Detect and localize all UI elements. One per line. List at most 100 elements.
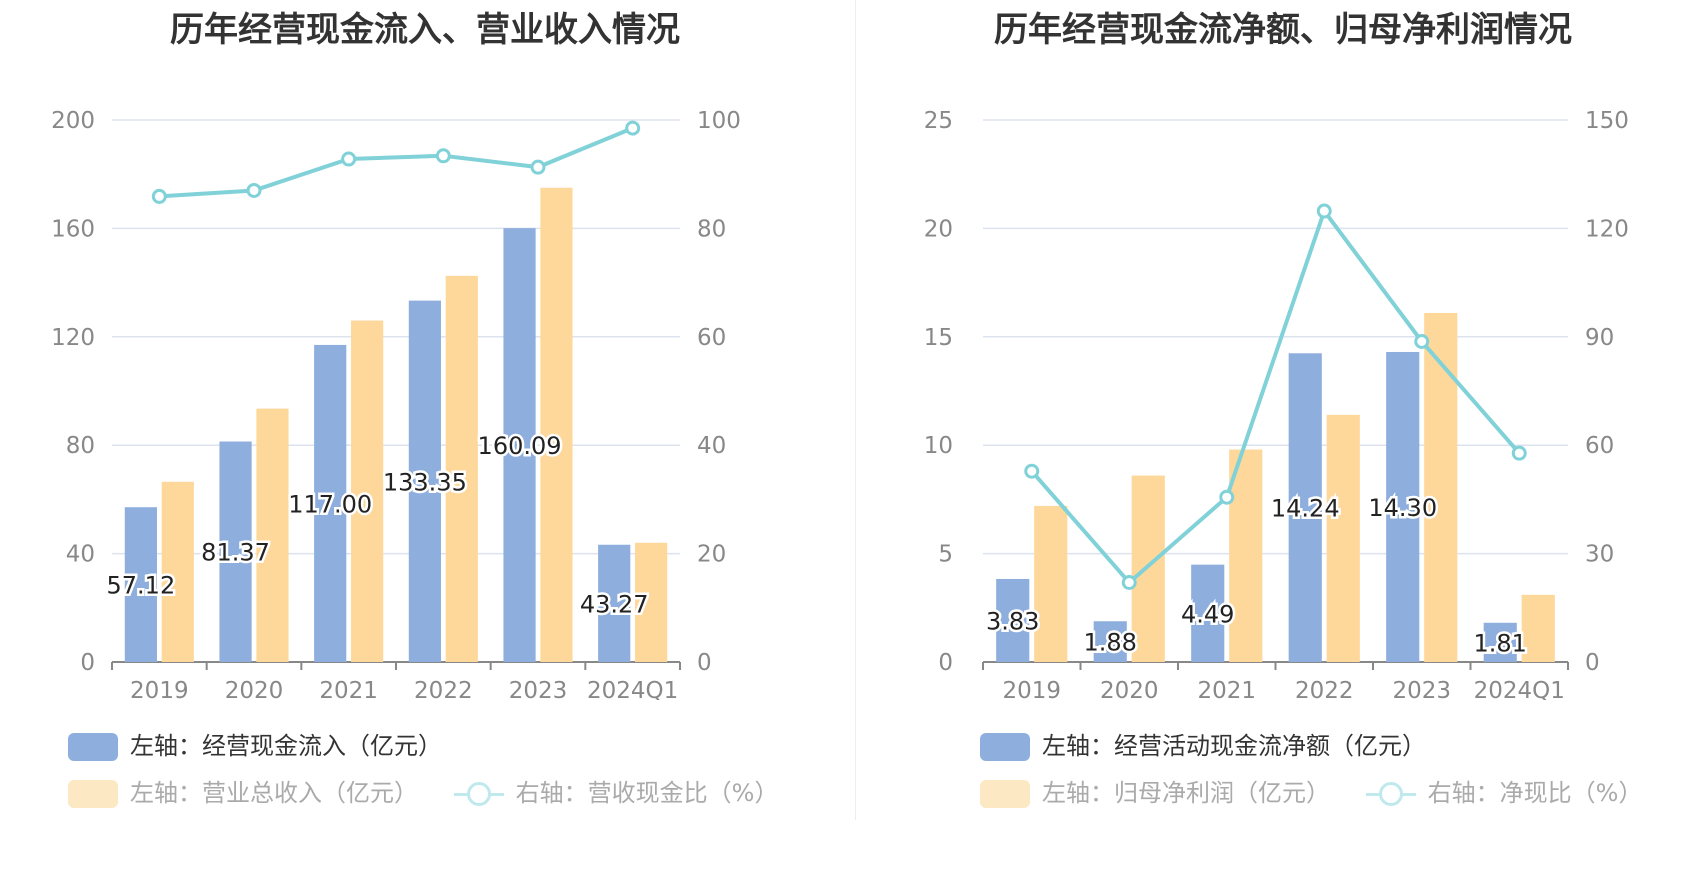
line-point	[151, 188, 167, 204]
left-axis-tick: 20	[924, 216, 953, 242]
data-label: 14.24	[1271, 495, 1340, 523]
legend-swatch-orange	[980, 780, 1030, 808]
line-point	[1414, 333, 1430, 349]
left-axis-tick: 10	[924, 433, 953, 459]
x-axis-tick-label: 2024Q1	[587, 678, 678, 700]
bar-series2	[256, 408, 289, 662]
left-axis-tick: 25	[924, 108, 953, 134]
left-axis-tick: 5	[938, 542, 953, 568]
right-axis-tick: 90	[1585, 325, 1614, 351]
bar-series2	[635, 542, 668, 662]
legend-item-bar2[interactable]: 左轴：归母净利润（亿元）	[980, 776, 1330, 810]
line-point	[1219, 489, 1235, 505]
bar-series1	[408, 300, 441, 662]
right-axis-tick: 60	[697, 325, 726, 351]
right-axis-tick: 150	[1585, 108, 1629, 134]
bar-series2	[1131, 475, 1165, 662]
right-axis-tick: 0	[1585, 650, 1600, 676]
right-axis-tick: 0	[697, 650, 712, 676]
bar-series1	[124, 507, 157, 662]
x-axis-tick-label: 2021	[319, 678, 378, 700]
legend-item-line[interactable]: 右轴：净现比（%）	[1365, 776, 1642, 810]
legend-swatch-blue	[980, 733, 1030, 761]
panel-divider	[855, 0, 856, 820]
x-axis-tick-label: 2023	[1392, 678, 1451, 700]
line-point	[341, 151, 357, 167]
left-axis-tick: 80	[66, 433, 95, 459]
left-axis-tick: 0	[938, 650, 953, 676]
x-axis-tick-label: 2023	[509, 678, 568, 700]
bar-series1	[503, 228, 536, 662]
data-label: 43.27	[580, 590, 649, 618]
left-axis-tick: 120	[51, 325, 95, 351]
legend-line-icon	[1365, 780, 1416, 808]
data-label: 1.88	[1084, 629, 1137, 657]
left-axis-tick: 200	[51, 108, 95, 134]
legend-item-line[interactable]: 右轴：营收现金比（%）	[453, 776, 778, 810]
bar-series2	[1424, 312, 1458, 662]
data-label: 81.37	[201, 539, 270, 567]
line-point	[1316, 203, 1332, 219]
left-axis-tick: 40	[66, 542, 95, 568]
chart-right: 0 0 5 30 10 60 15 90 20 120 25 150 2019 2020 2021 2022 2…	[924, 108, 1629, 700]
x-axis-tick-label: 2022	[1295, 678, 1354, 700]
bar-series1	[996, 578, 1030, 662]
right-axis-tick: 40	[697, 433, 726, 459]
right-axis-tick: 100	[697, 108, 741, 134]
right-axis-tick: 120	[1585, 216, 1629, 242]
chart-title: 历年经营现金流入、营业收入情况	[170, 10, 680, 50]
legend-swatch-blue	[68, 733, 118, 761]
x-axis-tick-label: 2019	[130, 678, 189, 700]
legend-item-bar1[interactable]: 左轴：经营活动现金流净额（亿元）	[980, 729, 1426, 763]
chart-panel-right: 历年经营现金流净额、归母净利润情况 0 0 5 30 10 60 15 90 20 120 25 15…	[858, 0, 1700, 874]
bar-series1	[1191, 564, 1225, 662]
line-series	[1030, 206, 1521, 586]
bar-series2	[445, 275, 478, 662]
bar-series2	[1521, 594, 1555, 662]
data-label: 4.49	[1181, 600, 1234, 628]
data-label: 133.35	[383, 468, 467, 496]
bar-series1	[314, 344, 347, 662]
legend-item-bar1[interactable]: 左轴：经营现金流入（亿元）	[68, 729, 442, 763]
line-point	[625, 120, 641, 136]
data-label: 160.09	[478, 432, 562, 460]
chart-title: 历年经营现金流净额、归母净利润情况	[994, 10, 1572, 50]
line-point	[1511, 445, 1527, 461]
data-label: 14.30	[1368, 494, 1437, 522]
right-axis-tick: 20	[697, 542, 726, 568]
bar-series2	[161, 481, 194, 662]
legend-swatch-orange	[68, 780, 118, 808]
right-axis-tick: 30	[1585, 542, 1614, 568]
x-axis-tick-label: 2021	[1197, 678, 1256, 700]
left-axis-tick: 160	[51, 216, 95, 242]
data-label: 57.12	[107, 572, 176, 600]
right-axis-tick: 80	[697, 216, 726, 242]
bar-series1	[1483, 622, 1517, 662]
legend-line-icon	[453, 780, 504, 808]
data-label: 1.81	[1474, 629, 1527, 657]
right-axis-tick: 60	[1585, 433, 1614, 459]
bar-series2	[540, 187, 573, 662]
chart-panel-left: 历年经营现金流入、营业收入情况 0 0 40 20 80 40 120 60 160 80 200 1…	[51, 10, 778, 810]
bar-series1	[1288, 353, 1322, 662]
bar-series1	[1093, 621, 1127, 662]
line-series	[159, 126, 634, 199]
bar-series2	[1034, 505, 1068, 662]
data-label: 3.83	[986, 607, 1039, 635]
line-point	[246, 182, 262, 198]
left-axis-tick: 0	[80, 650, 95, 676]
left-axis-tick: 15	[924, 325, 953, 351]
line-point	[530, 159, 546, 175]
x-axis-tick-label: 2020	[1100, 678, 1159, 700]
data-label: 117.00	[288, 490, 372, 518]
bar-series2	[1326, 414, 1360, 662]
bar-series1	[219, 441, 252, 662]
bar-series2	[1229, 449, 1263, 662]
x-axis-tick-label: 2019	[1002, 678, 1061, 700]
legend-item-bar2[interactable]: 左轴：营业总收入（亿元）	[68, 776, 418, 810]
bar-series2	[351, 320, 384, 662]
x-axis-tick-label: 2022	[414, 678, 473, 700]
line-point	[435, 148, 451, 164]
bar-series1	[598, 544, 631, 662]
x-axis-tick-label: 2024Q1	[1474, 678, 1565, 700]
